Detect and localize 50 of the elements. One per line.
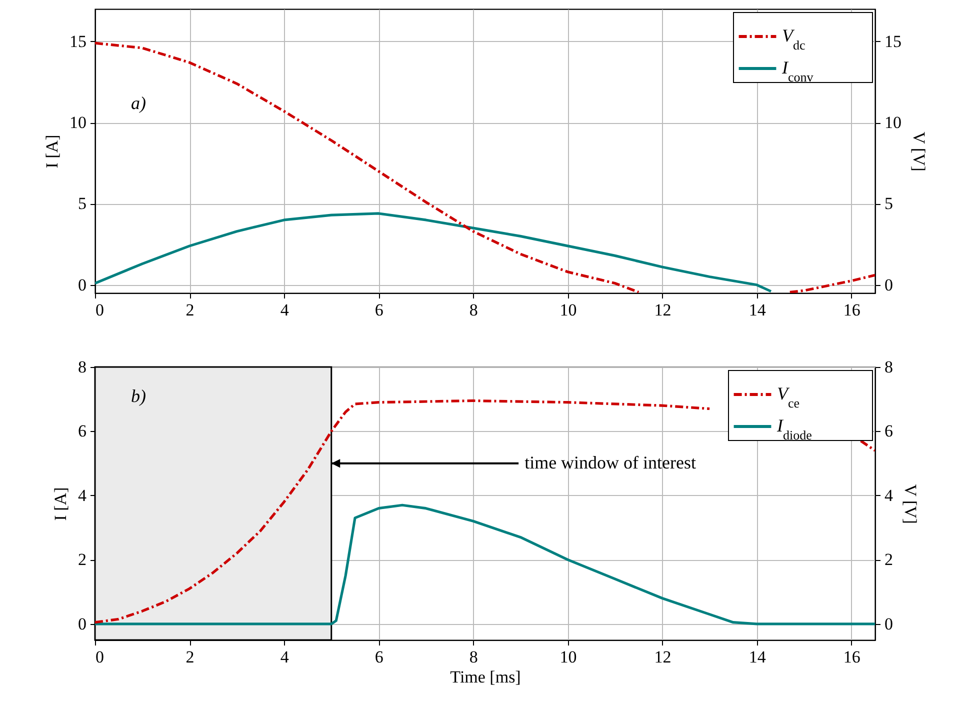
legend-label: I$_{diode}$ — [776, 416, 812, 442]
y2-tick-label: 15 — [884, 32, 902, 51]
y2-tick-label: 4 — [884, 486, 894, 505]
y-axis-title: I [A] — [51, 487, 70, 521]
x-tick-label: 16 — [843, 300, 860, 320]
y-tick-label: 0 — [78, 614, 86, 634]
annotation: a) — [131, 93, 146, 113]
x-tick-label: 10 — [560, 300, 577, 320]
x-tick-label: 10 — [560, 648, 577, 666]
y-tick-label: 5 — [78, 194, 86, 214]
x-tick-label: 4 — [280, 648, 290, 666]
annotation: b) — [131, 386, 146, 406]
x-tick-label: 16 — [843, 648, 860, 666]
y2-tick-label: 10 — [884, 113, 902, 132]
x-axis-title: Time [ms] — [450, 668, 521, 686]
legend-label: V$_{ce}$ — [777, 384, 800, 410]
y2-tick-label: 0 — [884, 275, 893, 294]
x-tick-label: 12 — [654, 300, 672, 320]
x-tick-label: 6 — [374, 300, 384, 320]
y-tick-label: 6 — [78, 422, 86, 441]
y2-tick-label: 5 — [884, 194, 893, 214]
y-tick-label: 10 — [70, 113, 86, 132]
y2-tick-label: 8 — [884, 358, 893, 376]
y-tick-label: 2 — [78, 550, 86, 570]
x-tick-label: 0 — [96, 300, 104, 320]
x-tick-label: 6 — [374, 648, 384, 666]
x-tick-label: 14 — [748, 300, 766, 320]
x-tick-label: 14 — [748, 648, 766, 666]
x-tick-label: 2 — [186, 300, 194, 320]
x-tick-label: 4 — [280, 300, 290, 320]
y-tick-label: 8 — [78, 358, 86, 376]
x-tick-label: 2 — [186, 648, 194, 666]
x-tick-label: 8 — [469, 648, 478, 666]
annotation: time window of interest — [524, 452, 696, 472]
y-tick-label: 0 — [78, 275, 86, 294]
line-series — [95, 212, 772, 293]
legend-label: I$_{conv}$ — [781, 58, 814, 84]
y-tick-label: 15 — [70, 32, 86, 51]
x-tick-label: 8 — [469, 300, 478, 320]
y-axis-title: I [A] — [42, 134, 62, 168]
y2-axis-title: V [V] — [910, 132, 928, 172]
y2-axis-title: V [V] — [901, 484, 920, 524]
line-series — [95, 504, 875, 626]
x-tick-label: 0 — [96, 648, 104, 666]
y2-tick-label: 0 — [884, 614, 893, 634]
y-tick-label: 4 — [78, 486, 87, 505]
legend-label: V$_{dc}$ — [782, 26, 806, 52]
y2-tick-label: 6 — [884, 422, 893, 441]
x-tick-label: 12 — [654, 648, 672, 666]
y2-tick-label: 2 — [884, 550, 893, 570]
